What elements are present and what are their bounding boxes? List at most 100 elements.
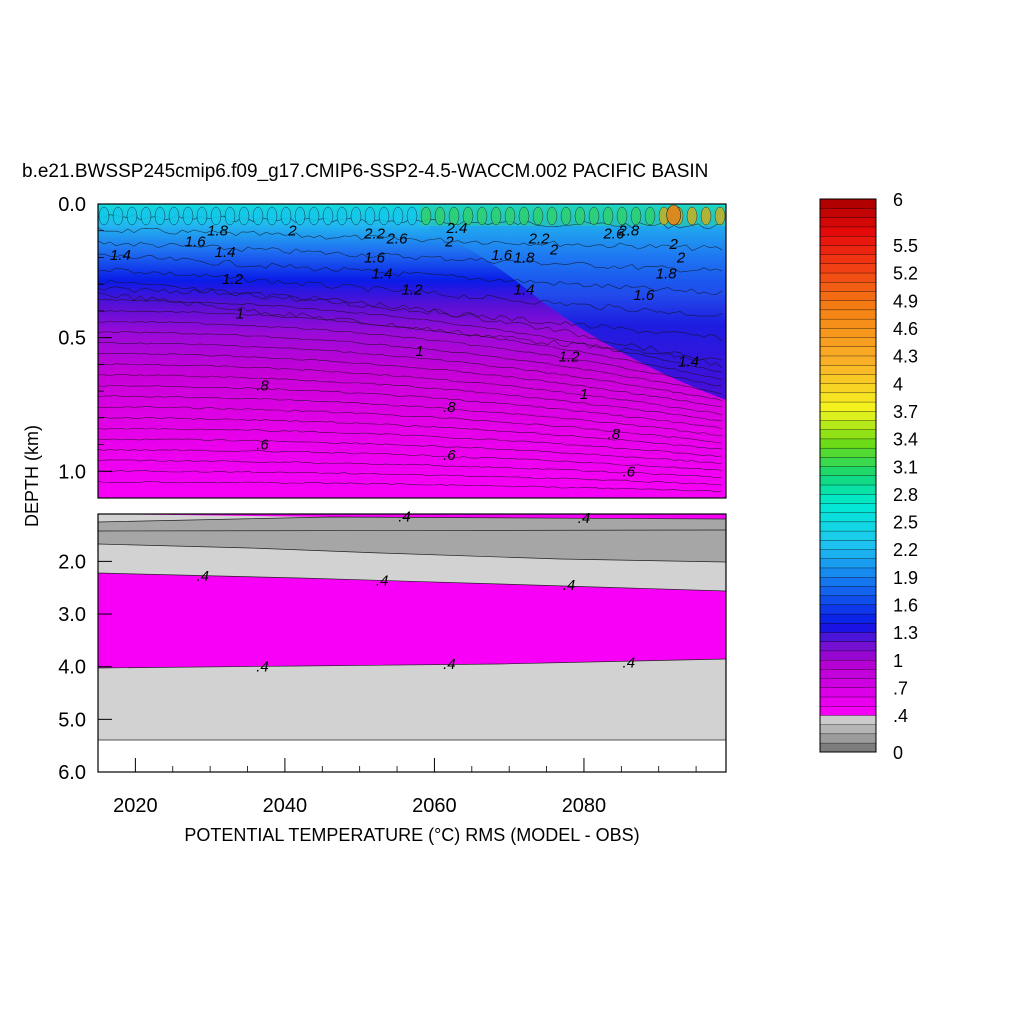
colorbar-bin <box>819 549 877 559</box>
x-tick-label: 2020 <box>113 795 158 817</box>
upper-panel-warm-wedge <box>430 204 726 400</box>
contour-label: .4 <box>398 509 411 526</box>
contour-label: 2.2 <box>363 225 386 242</box>
colorbar-bin <box>819 337 877 347</box>
contour-label: 2 <box>549 241 559 258</box>
x-tick-label: 2060 <box>412 795 457 817</box>
lower-panel-frame <box>97 513 727 773</box>
contour-label: .6 <box>256 437 269 454</box>
y-tick-label-upper: 0.5 <box>58 328 86 350</box>
contour-label: 2.4 <box>445 220 467 237</box>
contour-label: 1.4 <box>110 247 131 264</box>
colorbar-bin <box>819 401 877 412</box>
colorbar-bin <box>819 438 877 449</box>
contour-label: 1 <box>415 343 423 360</box>
contour-label: 2.6 <box>386 231 409 248</box>
colorbar-bin <box>819 290 877 301</box>
colorbar-label: 1.6 <box>893 596 918 616</box>
y-axis-label: DEPTH (km) <box>22 425 42 527</box>
lower-magenta-band <box>98 573 726 668</box>
colorbar-label: 2.8 <box>893 485 918 505</box>
colorbar-bin <box>819 622 877 633</box>
colorbar-bin <box>819 742 877 753</box>
colorbar-label: 4 <box>893 374 903 394</box>
contour-label: .4 <box>196 568 209 585</box>
x-axis: 2020 2040 2060 2080 <box>113 758 697 817</box>
lower-contour-lines <box>98 516 726 741</box>
colorbar-bin <box>819 502 877 513</box>
contour-label: .6 <box>623 463 636 480</box>
contour-label: 1.6 <box>491 247 513 264</box>
colorbar-bin <box>819 558 877 569</box>
contour-label: 2.8 <box>617 223 640 240</box>
colorbar-bin <box>819 198 877 209</box>
x-axis-label: POTENTIAL TEMPERATURE (°C) RMS (MODEL - … <box>184 825 639 845</box>
colorbar-bin <box>819 668 877 679</box>
contour-label: .6 <box>443 447 456 464</box>
contour-label: 2.6 <box>602 225 625 242</box>
colorbar-bin <box>819 632 877 642</box>
contour-label: .8 <box>256 378 269 395</box>
contour-label: .4 <box>563 577 576 594</box>
colorbar-bin <box>819 355 877 366</box>
colorbar-bin <box>819 392 877 403</box>
colorbar-bin <box>819 539 877 550</box>
contour-label: 2 <box>444 233 454 250</box>
surface-anomaly-spots <box>98 204 726 226</box>
colorbar-bin <box>819 226 877 237</box>
upper-panel-frame <box>97 203 727 499</box>
colorbar-bin <box>819 576 877 587</box>
colorbar-label: 4.3 <box>893 347 918 367</box>
colorbar-label: 1.3 <box>893 623 918 643</box>
contour-label: .4 <box>256 659 269 676</box>
colorbar-bin <box>819 705 877 716</box>
colorbar-bin <box>819 300 877 311</box>
colorbar-label: 3.7 <box>893 402 918 422</box>
colorbar-bin <box>819 217 877 228</box>
contour-label: 1.2 <box>222 271 244 288</box>
lower-top-magenta-sliver <box>98 514 726 519</box>
colorbar-bin <box>819 696 877 707</box>
colorbar-bin <box>819 447 877 458</box>
colorbar-bin <box>819 272 877 283</box>
colorbar-bin <box>819 714 877 725</box>
colorbar-bin <box>819 254 877 264</box>
x-tick-label: 2080 <box>562 795 607 817</box>
colorbar-bin <box>819 281 877 292</box>
y-axis-lower: 2.0 3.0 4.0 5.0 6.0 <box>58 551 112 784</box>
colorbar-bin <box>819 475 877 486</box>
colorbar-bin <box>819 263 877 274</box>
colorbar-bin <box>819 456 877 467</box>
colorbar-bin <box>819 318 877 329</box>
contour-label: .4 <box>376 572 389 589</box>
lower-dark-gray-band <box>98 517 726 562</box>
contour-label: 2.2 <box>528 231 551 248</box>
colorbar-bin <box>819 383 877 394</box>
contour-label: 2 <box>287 223 297 240</box>
colorbar-bin <box>819 346 877 357</box>
colorbar-bin <box>819 733 877 744</box>
colorbar-bin <box>819 585 877 596</box>
colorbar-label: 3.1 <box>893 457 918 477</box>
contour-label: 1 <box>580 386 588 403</box>
colorbar-labels: 6 5.5 5.2 4.9 4.6 4.3 4 3.7 3.4 3.1 2.8 2.5 2.2 1.9 1.… <box>893 190 918 763</box>
chart-title: b.e21.BWSSP245cmip6.f09_g17.CMIP6-SSP2-4… <box>22 161 708 182</box>
colorbar-bin <box>819 641 877 652</box>
contour-label: 1.4 <box>678 354 699 371</box>
colorbar-bin <box>819 364 877 375</box>
colorbar-bin <box>819 484 877 495</box>
contour-label: 1.8 <box>514 250 536 267</box>
colorbar-bin <box>819 650 877 661</box>
contour-label: 1 <box>236 306 244 323</box>
upper-contour-lines <box>98 214 723 493</box>
colorbar-label: 1.9 <box>893 568 918 588</box>
colorbar-bin <box>819 595 877 606</box>
colorbar-bin <box>819 567 877 578</box>
contour-label: 1.6 <box>633 287 655 304</box>
below-data-region <box>98 740 726 772</box>
colorbar-label: 5.5 <box>893 236 918 256</box>
colorbar-label: 2.5 <box>893 513 918 533</box>
contour-label: 1.4 <box>514 282 535 299</box>
colorbar-bin <box>819 373 877 384</box>
colorbar-bin <box>819 410 877 421</box>
